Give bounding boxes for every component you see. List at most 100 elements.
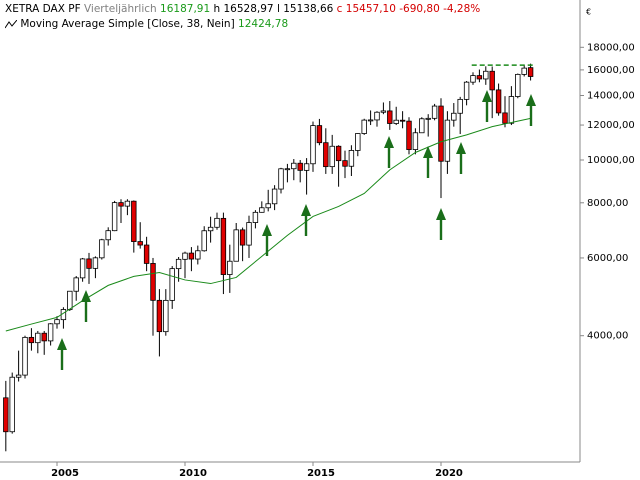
candle-body bbox=[73, 277, 79, 292]
y-tick-label: 16000,00 bbox=[587, 65, 635, 76]
legend-icon bbox=[4, 19, 18, 28]
candle-body bbox=[278, 168, 284, 190]
candle-body bbox=[284, 168, 291, 171]
candle-body bbox=[233, 229, 239, 262]
arrow bbox=[436, 208, 446, 240]
candle-body bbox=[355, 133, 361, 151]
candle-body bbox=[22, 336, 28, 376]
candle-body bbox=[495, 89, 502, 114]
candle-body bbox=[150, 263, 156, 301]
candle-body bbox=[207, 226, 214, 232]
low-value: 15138,66 bbox=[283, 3, 334, 15]
candle-body bbox=[463, 81, 470, 100]
candle-body bbox=[425, 117, 431, 120]
close-prefix: c bbox=[336, 3, 343, 15]
arrow bbox=[526, 94, 536, 126]
candle-body bbox=[259, 207, 265, 213]
y-tick-label: 10000,00 bbox=[587, 155, 635, 166]
candle-body bbox=[41, 332, 47, 342]
annotation-arrows bbox=[57, 90, 536, 370]
candle-body bbox=[92, 257, 99, 269]
y-tick-label: 12000,00 bbox=[587, 120, 635, 131]
y-tick-label: 6000,00 bbox=[587, 253, 628, 264]
candle-body bbox=[9, 376, 15, 433]
candle-body bbox=[220, 217, 227, 275]
candle-body bbox=[502, 112, 508, 124]
candle-body bbox=[15, 374, 22, 378]
candle-body bbox=[156, 299, 163, 333]
change-value: -690,80 bbox=[399, 3, 440, 15]
y-tick-label: 14000,00 bbox=[587, 90, 635, 101]
high-prefix: h bbox=[213, 3, 221, 15]
candle-body bbox=[291, 162, 297, 170]
candle-body bbox=[201, 230, 207, 252]
low-prefix: l bbox=[276, 3, 280, 15]
candle-body bbox=[67, 290, 73, 310]
candle-body bbox=[451, 112, 457, 121]
candle-body bbox=[227, 260, 233, 275]
candle-body bbox=[483, 70, 489, 80]
candle-body bbox=[521, 67, 527, 75]
arrow bbox=[482, 90, 492, 122]
candle-body bbox=[310, 125, 316, 165]
x-tick-label: 2005 bbox=[51, 468, 79, 479]
candle-body bbox=[137, 241, 143, 246]
candle-body bbox=[457, 98, 463, 114]
x-tick-label: 2010 bbox=[179, 468, 207, 479]
arrow bbox=[423, 146, 433, 178]
candle-body bbox=[329, 145, 335, 168]
candle-body bbox=[188, 252, 195, 260]
candle-body bbox=[412, 132, 419, 150]
legend-entry: Moving Average Simple bbox=[20, 18, 144, 30]
candle-body bbox=[79, 258, 86, 279]
candle-body bbox=[374, 111, 380, 121]
arrow bbox=[262, 224, 272, 256]
candle-body bbox=[489, 70, 495, 91]
candle-body bbox=[323, 142, 329, 168]
candle-body bbox=[297, 162, 303, 171]
close-value: 15457,10 bbox=[345, 3, 396, 15]
candle-body bbox=[163, 299, 169, 333]
legend: XETRA DAX PF Vierteljährlich 16187,91 h … bbox=[3, 2, 483, 32]
candle-body bbox=[214, 217, 220, 228]
candle-body bbox=[195, 250, 201, 260]
x-tick-label: 2015 bbox=[307, 468, 335, 479]
candle-body bbox=[393, 119, 399, 124]
candle-body bbox=[86, 258, 92, 269]
candle-body bbox=[380, 110, 387, 113]
interval: Vierteljährlich bbox=[83, 3, 157, 15]
legend-params: [Close, 38, Nein] bbox=[147, 18, 235, 30]
candle-body bbox=[118, 202, 124, 207]
candle-body bbox=[143, 244, 150, 264]
candle-body bbox=[387, 110, 393, 124]
candle-body bbox=[431, 105, 438, 119]
candle-body bbox=[316, 125, 323, 144]
y-tick-label: 18000,00 bbox=[587, 42, 635, 53]
high-value: 16528,97 bbox=[223, 3, 274, 15]
candle-body bbox=[265, 203, 271, 209]
candle-body bbox=[131, 200, 137, 242]
candle-body bbox=[111, 202, 118, 232]
candle-body bbox=[470, 75, 476, 83]
candle-body bbox=[246, 222, 252, 246]
legend-row: Moving Average Simple [Close, 38, Nein] … bbox=[3, 17, 291, 32]
candle-body bbox=[175, 258, 182, 270]
arrow bbox=[384, 136, 394, 168]
candle-body bbox=[419, 118, 425, 134]
y-unit: € bbox=[586, 8, 591, 17]
candle-body bbox=[28, 336, 35, 344]
candle-body bbox=[399, 119, 406, 122]
candle-body bbox=[508, 96, 515, 124]
symbol-name: XETRA DAX PF bbox=[5, 3, 81, 15]
legend-row: XETRA DAX PF Vierteljährlich 16187,91 h … bbox=[3, 2, 483, 17]
candle-body bbox=[35, 332, 41, 344]
candle-body bbox=[303, 163, 310, 171]
arrow bbox=[456, 142, 466, 174]
candle-body bbox=[3, 397, 9, 433]
candle-body bbox=[54, 319, 60, 325]
candle-body bbox=[169, 268, 175, 301]
candle-body bbox=[348, 150, 355, 167]
